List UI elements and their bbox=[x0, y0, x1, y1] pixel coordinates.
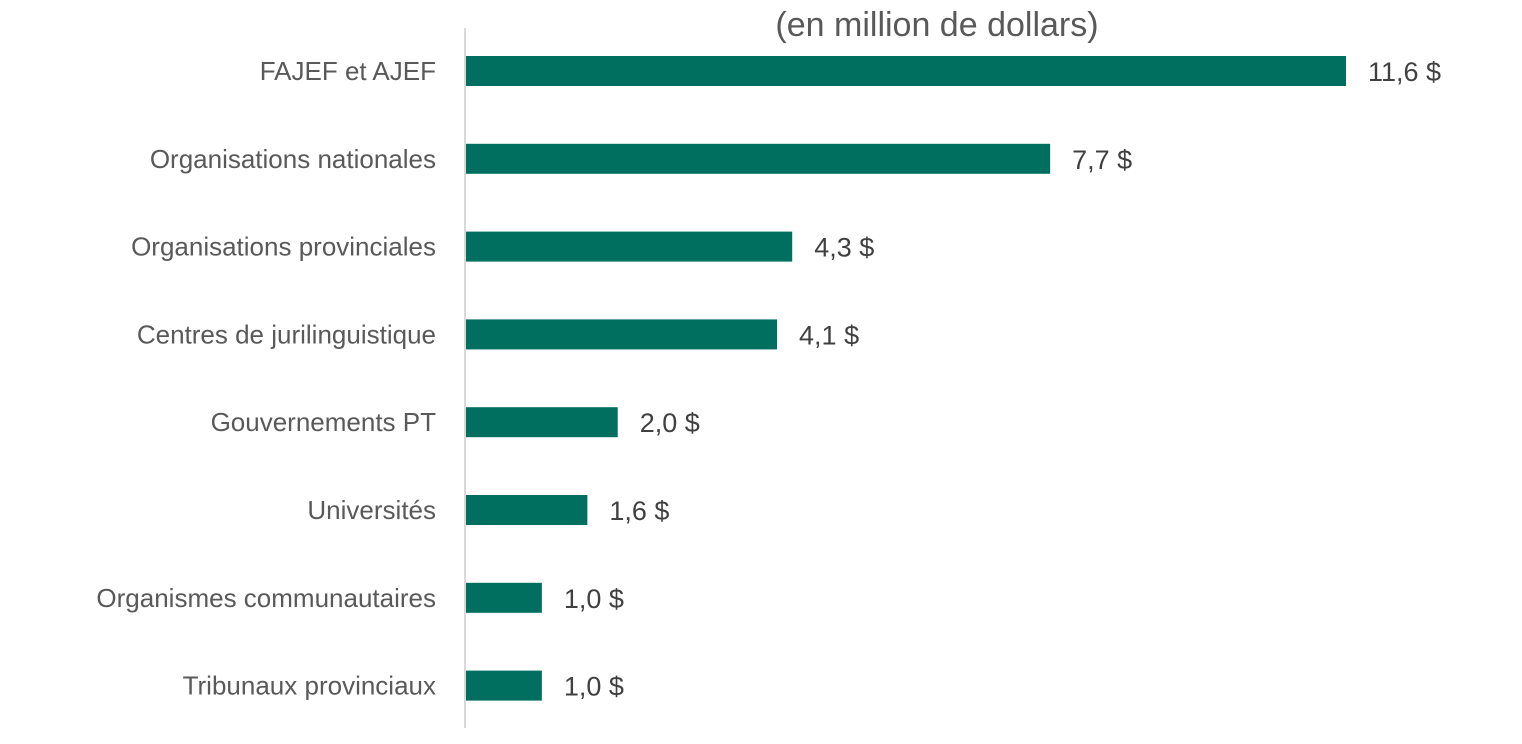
data-label: 4,3 $ bbox=[814, 233, 874, 263]
data-label: 1,0 $ bbox=[564, 672, 624, 702]
data-label: 1,0 $ bbox=[564, 584, 624, 614]
data-label: 1,6 $ bbox=[609, 496, 669, 526]
bar bbox=[466, 319, 778, 350]
category-label: FAJEF et AJEF bbox=[260, 56, 436, 86]
bar bbox=[466, 582, 542, 613]
bar bbox=[466, 407, 618, 438]
category-label: Organisations nationales bbox=[150, 144, 436, 174]
bar bbox=[466, 143, 1051, 174]
data-label: 4,1 $ bbox=[799, 320, 859, 350]
bar bbox=[466, 231, 793, 262]
category-label: Organismes communautaires bbox=[96, 583, 436, 613]
bar bbox=[466, 56, 1346, 86]
bar bbox=[466, 495, 588, 525]
category-label: Tribunaux provinciaux bbox=[183, 671, 436, 701]
category-label: Universités bbox=[307, 495, 436, 525]
data-label: 7,7 $ bbox=[1072, 145, 1132, 175]
bar bbox=[466, 670, 542, 701]
chart-title: (en million de dollars) bbox=[775, 6, 1098, 44]
category-label: Centres de jurilinguistique bbox=[137, 319, 436, 349]
category-label: Gouvernements PT bbox=[211, 407, 437, 437]
category-label: Organisations provinciales bbox=[131, 232, 436, 262]
data-label: 11,6 $ bbox=[1368, 57, 1441, 87]
data-label: 2,0 $ bbox=[640, 408, 700, 438]
bars-layer: FAJEF et AJEF 11,6 $ Organisations nationa… bbox=[96, 56, 1441, 702]
